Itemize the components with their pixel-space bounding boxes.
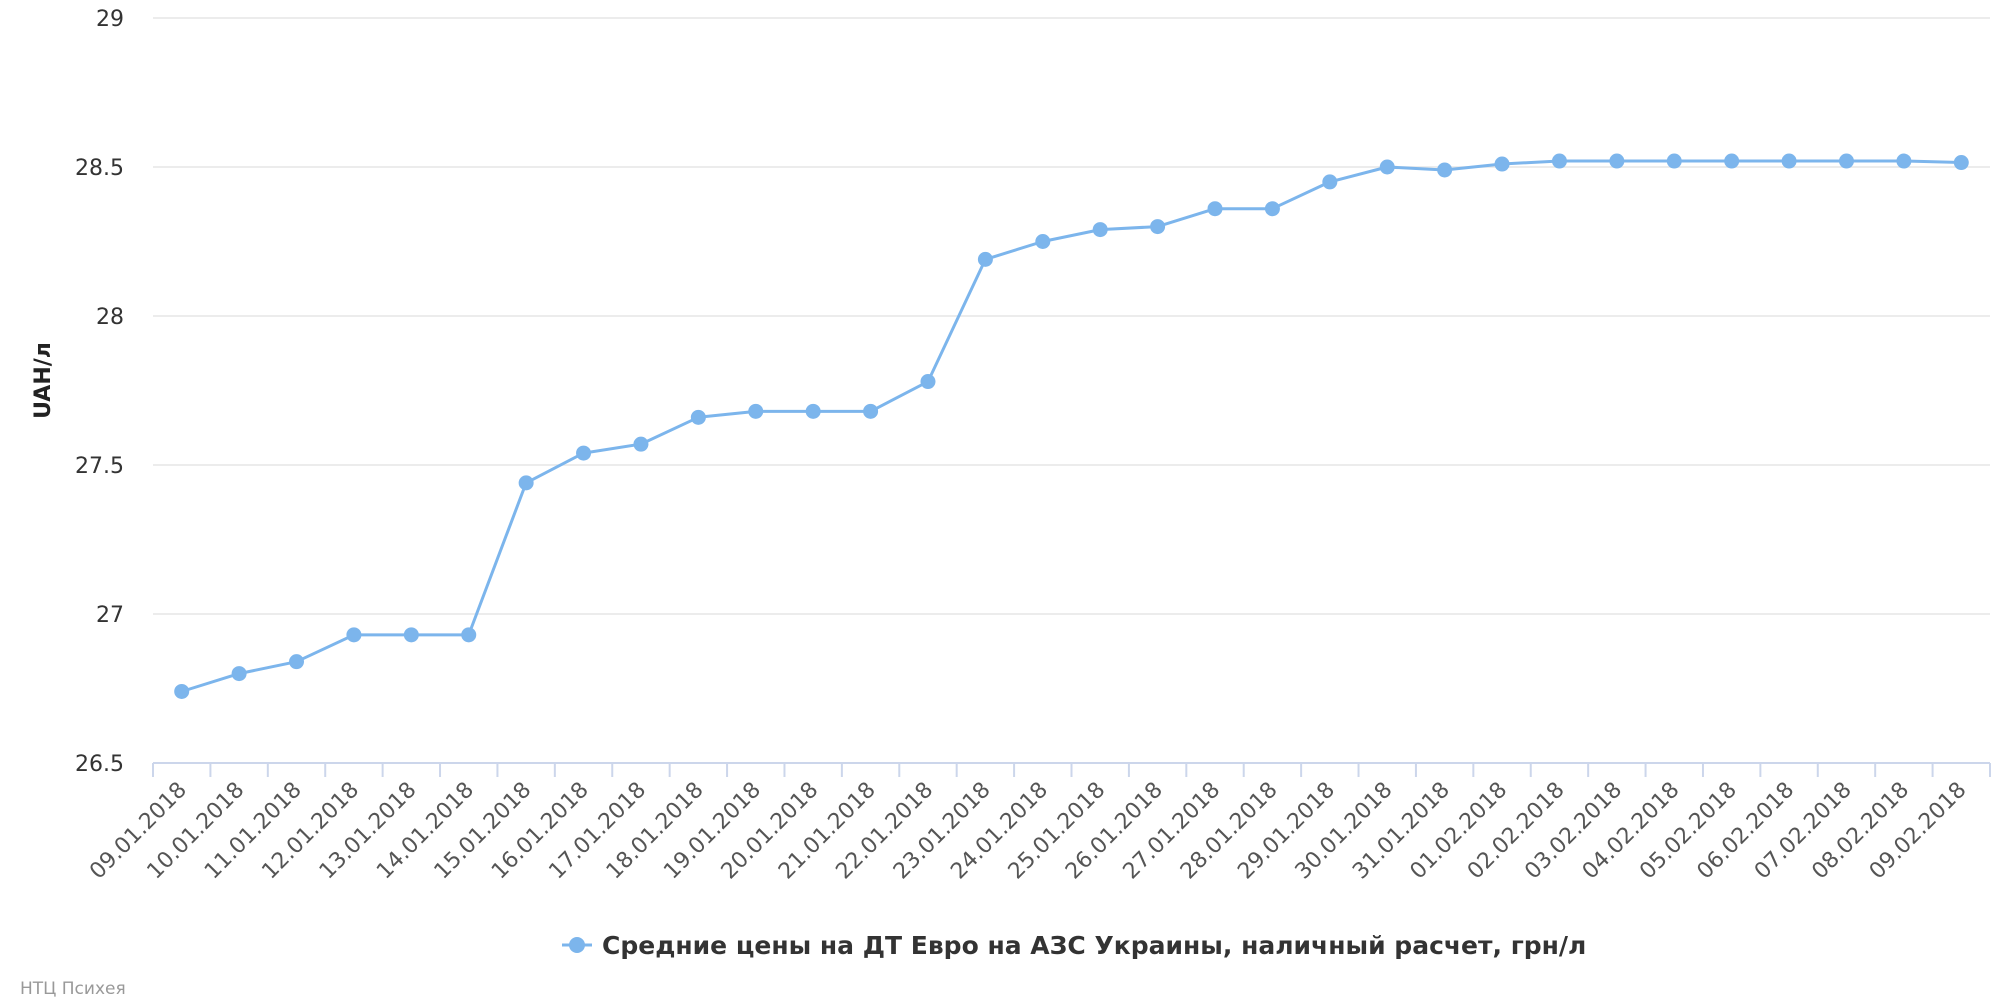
series-line xyxy=(181,159,1962,693)
data-point[interactable] xyxy=(1666,153,1682,169)
y-axis-label: UAH/л xyxy=(31,342,56,419)
data-point[interactable] xyxy=(1609,153,1625,169)
y-tick-label: 27.5 xyxy=(75,454,124,479)
data-point[interactable] xyxy=(1494,156,1510,172)
data-point[interactable] xyxy=(1322,174,1338,190)
y-axis-tick-labels: 26.5 27 27.5 28 28.5 29 xyxy=(75,7,124,777)
y-tick-label: 26.5 xyxy=(75,752,124,777)
y-tick-label: 27 xyxy=(96,603,124,628)
data-point[interactable] xyxy=(1724,153,1740,169)
series-points xyxy=(174,153,1969,699)
data-point[interactable] xyxy=(863,403,879,419)
data-point[interactable] xyxy=(403,627,419,643)
data-point[interactable] xyxy=(1150,219,1166,235)
data-point[interactable] xyxy=(1092,222,1108,238)
y-tick-label: 28 xyxy=(96,305,124,330)
data-point[interactable] xyxy=(1264,201,1280,217)
y-tick-label: 28.5 xyxy=(75,156,124,181)
data-point[interactable] xyxy=(461,627,477,643)
data-point[interactable] xyxy=(1953,155,1969,171)
data-point[interactable] xyxy=(690,409,706,425)
grid-lines xyxy=(153,17,1990,615)
x-axis xyxy=(152,762,1991,777)
data-point[interactable] xyxy=(576,445,592,461)
data-point[interactable] xyxy=(1437,162,1453,178)
data-point[interactable] xyxy=(231,666,247,682)
data-point[interactable] xyxy=(977,251,993,267)
data-point[interactable] xyxy=(1838,153,1854,169)
data-point[interactable] xyxy=(346,627,362,643)
legend[interactable]: Средние цены на ДТ Евро на АЗС Украины, … xyxy=(562,931,1586,960)
data-point[interactable] xyxy=(1781,153,1797,169)
data-point[interactable] xyxy=(289,654,305,670)
x-axis-tick-labels: 09.01.201810.01.201811.01.201812.01.2018… xyxy=(85,778,1971,885)
data-point[interactable] xyxy=(748,403,764,419)
data-point[interactable] xyxy=(174,683,190,699)
data-point[interactable] xyxy=(633,436,649,452)
data-point[interactable] xyxy=(1035,234,1051,249)
data-point[interactable] xyxy=(1207,201,1223,217)
data-point[interactable] xyxy=(1379,159,1395,175)
legend-swatch-marker xyxy=(569,937,585,953)
y-tick-label: 29 xyxy=(96,7,124,32)
data-point[interactable] xyxy=(1551,153,1567,169)
legend-item-label: Средние цены на ДТ Евро на АЗС Украины, … xyxy=(602,931,1586,960)
data-point[interactable] xyxy=(1896,153,1912,169)
credit-label[interactable]: НТЦ Психея xyxy=(20,979,126,999)
data-point[interactable] xyxy=(518,475,534,491)
data-point[interactable] xyxy=(805,403,821,419)
data-point[interactable] xyxy=(920,374,936,390)
